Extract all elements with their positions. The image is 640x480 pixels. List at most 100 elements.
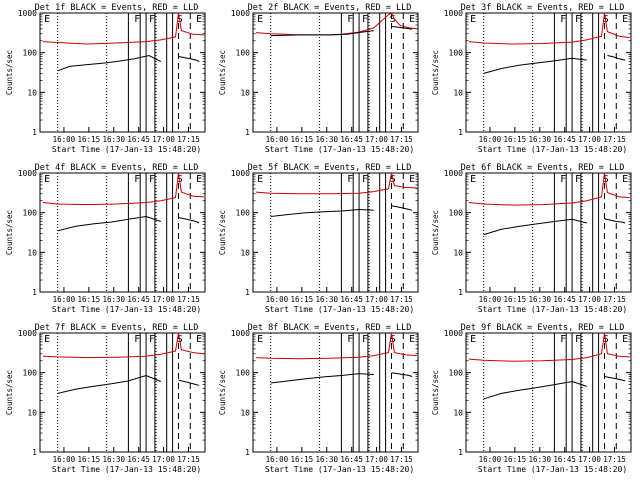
y-tick-label: 1000 <box>231 169 250 178</box>
x-tick-label: 17:00 <box>365 295 388 304</box>
marker-letter: E <box>196 334 202 345</box>
x-tick-label: 17:00 <box>578 135 601 144</box>
plot-frame <box>39 12 206 133</box>
x-tick-label: 16:00 <box>53 295 76 304</box>
chart-title: Det 9f BLACK = Events, RED = LLD <box>461 323 625 333</box>
y-tick-label: 100 <box>23 49 38 58</box>
x-tick-label: 17:00 <box>578 455 601 464</box>
x-tick-label: 16:00 <box>479 135 502 144</box>
y-tick-label: 1000 <box>444 169 463 178</box>
x-tick-label: 16:15 <box>78 295 101 304</box>
x-tick-label: 16:00 <box>266 455 289 464</box>
y-tick-label: 10 <box>240 408 250 417</box>
y-tick-label: 1000 <box>444 329 463 338</box>
chart-title: Det 8f BLACK = Events, RED = LLD <box>248 323 412 333</box>
x-tick-label: 17:00 <box>365 455 388 464</box>
x-tick-label: 17:15 <box>603 295 626 304</box>
x-axis-label: Start Time (17-Jan-13 15:48:20) <box>478 305 627 314</box>
chart-title: Det 6f BLACK = Events, RED = LLD <box>461 163 625 173</box>
plot-frame <box>39 172 206 293</box>
red-lld-series <box>468 12 630 45</box>
black-events-series <box>391 25 413 30</box>
black-events-series <box>604 218 626 224</box>
chart-panel-1: Det 1f BLACK = Events, RED = LLD 1 10 100 10… <box>5 3 206 154</box>
black-events-series <box>57 215 161 232</box>
x-tick-label: 17:15 <box>603 455 626 464</box>
x-tick-label: 16:30 <box>102 455 125 464</box>
x-tick-label: 17:15 <box>177 135 200 144</box>
marker-letter: E <box>622 174 628 185</box>
marker-letter: F <box>347 14 353 25</box>
x-tick-label: 17:15 <box>390 455 413 464</box>
x-axis-label: Start Time (17-Jan-13 15:48:20) <box>478 145 627 154</box>
marker-letter: E <box>622 334 628 345</box>
marker-letter: E <box>470 174 476 185</box>
x-axis-label: Start Time (17-Jan-13 15:48:20) <box>52 145 201 154</box>
x-axis-label: Start Time (17-Jan-13 15:48:20) <box>265 305 414 314</box>
x-tick-label: 16:15 <box>504 455 527 464</box>
x-axis-label: Start Time (17-Jan-13 15:48:20) <box>52 465 201 474</box>
y-tick-label: 1000 <box>18 169 37 178</box>
y-tick-label: 1 <box>245 448 250 457</box>
black-events-series <box>483 380 587 400</box>
x-tick-label: 17:15 <box>177 455 200 464</box>
marker-letter: F <box>560 334 566 345</box>
x-axis-label: Start Time (17-Jan-13 15:48:20) <box>478 465 627 474</box>
x-tick-label: 16:00 <box>266 295 289 304</box>
marker-letter: E <box>470 14 476 25</box>
chart-panel-3: Det 3f BLACK = Events, RED = LLD 1 10 100 10… <box>431 3 632 154</box>
marker-letter: F <box>575 334 581 345</box>
x-tick-label: 16:45 <box>340 135 363 144</box>
black-events-series <box>178 217 200 224</box>
x-tick-label: 16:30 <box>528 135 551 144</box>
red-lld-series <box>468 332 630 362</box>
y-tick-label: 10 <box>27 88 37 97</box>
y-tick-label: 100 <box>236 209 251 218</box>
y-tick-label: 10 <box>453 408 463 417</box>
x-axis-label: Start Time (17-Jan-13 15:48:20) <box>265 145 414 154</box>
black-events-series <box>391 372 413 377</box>
marker-letter: E <box>257 174 263 185</box>
marker-letter: F <box>362 334 368 345</box>
plot-frame <box>465 172 632 293</box>
y-axis-label: Counts/sec <box>218 50 227 95</box>
black-events-series <box>604 376 626 382</box>
x-tick-label: 16:30 <box>315 135 338 144</box>
y-tick-label: 10 <box>240 88 250 97</box>
marker-letter: E <box>409 14 415 25</box>
marker-letter: E <box>44 14 50 25</box>
x-tick-label: 16:45 <box>127 135 150 144</box>
plot-frame <box>252 332 419 453</box>
marker-letter: F <box>560 174 566 185</box>
marker-letter: E <box>257 14 263 25</box>
marker-letter: F <box>362 14 368 25</box>
x-tick-label: 16:30 <box>315 455 338 464</box>
black-events-series <box>483 218 587 236</box>
x-tick-label: 16:45 <box>340 295 363 304</box>
y-tick-label: 1 <box>32 128 37 137</box>
marker-letter: F <box>149 174 155 185</box>
x-tick-label: 16:45 <box>127 295 150 304</box>
y-tick-label: 1 <box>458 288 463 297</box>
chart-panel-5: Det 5f BLACK = Events, RED = LLD 1 10 100 10… <box>218 163 419 314</box>
chart-title: Det 1f BLACK = Events, RED = LLD <box>35 3 199 13</box>
chart-title: Det 2f BLACK = Events, RED = LLD <box>248 3 412 13</box>
black-events-series <box>270 208 374 217</box>
red-lld-series <box>255 332 417 360</box>
x-tick-label: 16:00 <box>479 295 502 304</box>
y-tick-label: 100 <box>449 369 464 378</box>
y-tick-label: 100 <box>23 209 38 218</box>
y-axis-label: Counts/sec <box>218 370 227 415</box>
black-events-series <box>607 55 626 61</box>
y-tick-label: 1 <box>32 448 37 457</box>
x-tick-label: 16:45 <box>553 295 576 304</box>
x-tick-label: 16:00 <box>53 135 76 144</box>
marker-letter: E <box>196 174 202 185</box>
red-lld-series <box>42 332 204 359</box>
marker-letter: E <box>470 334 476 345</box>
x-tick-label: 17:00 <box>152 295 175 304</box>
x-axis-label: Start Time (17-Jan-13 15:48:20) <box>52 305 201 314</box>
x-tick-label: 16:45 <box>127 455 150 464</box>
x-tick-label: 16:15 <box>504 295 527 304</box>
